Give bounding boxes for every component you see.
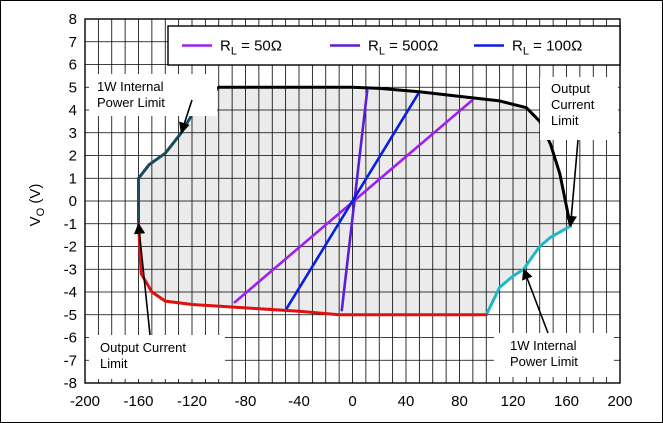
load-line-3	[284, 90, 421, 312]
y-tick-label: -5	[64, 307, 77, 324]
annotation-text-2: Output Current Limit	[551, 81, 595, 128]
annotation-line: 1W Internal	[97, 79, 164, 94]
y-tick-label: 3	[69, 125, 77, 142]
annotation-text-3: Output Current Limit	[100, 340, 186, 371]
annotation-arrow-1	[179, 99, 193, 134]
annotation-line: Power Limit	[97, 95, 165, 110]
legend: RL = 50Ω RL = 500Ω RL = 100Ω	[167, 25, 621, 66]
y-axis-label: VO (V)	[27, 184, 47, 227]
legend-label-value: = 50Ω	[237, 38, 282, 55]
x-tick-label: 40	[398, 393, 415, 410]
y-tick-label: 7	[69, 34, 77, 51]
legend-label-main: R	[368, 38, 379, 55]
annotation-line: Power Limit	[510, 354, 578, 369]
x-tick-label: 0	[348, 393, 356, 410]
y-axis-label-subscript: O	[35, 207, 47, 216]
legend-label-3: RL = 100Ω	[512, 38, 582, 58]
x-tick-label: -200	[70, 393, 100, 410]
annotation-arrow-4	[522, 268, 549, 334]
legend-label-main: R	[512, 38, 523, 55]
x-tick-label: -80	[235, 393, 257, 410]
legend-box	[167, 25, 621, 66]
y-tick-label: 1	[69, 170, 77, 187]
y-tick-label: 6	[69, 57, 77, 74]
y-tick-label: -7	[64, 352, 77, 369]
y-tick-label: 4	[69, 102, 77, 119]
x-tick-label: 160	[554, 393, 579, 410]
series-layer	[233, 89, 473, 312]
y-tick-label: 2	[69, 148, 77, 165]
x-tick-label: -40	[288, 393, 310, 410]
x-tick-label: -160	[123, 393, 153, 410]
y-tick-label: 0	[69, 193, 77, 210]
legend-label-1: RL = 50Ω	[220, 38, 282, 58]
annotation-line: Output Current	[100, 340, 186, 355]
annotation-text-4: 1W Internal Power Limit	[510, 338, 578, 369]
y-tick-label: -8	[64, 375, 77, 392]
legend-label-subscript: L	[523, 46, 529, 58]
annotation-box-4	[494, 333, 614, 377]
x-tick-label: 200	[607, 393, 632, 410]
legend-label-subscript: L	[231, 46, 237, 58]
x-tick-label: -120	[177, 393, 207, 410]
annotation-line: Output	[551, 81, 590, 96]
plot-border	[84, 18, 621, 384]
y-axis-label-main: V	[27, 216, 44, 226]
annotation-line: Limit	[551, 113, 579, 128]
y-tick-label: -4	[64, 284, 77, 301]
y-tick-label: -1	[64, 216, 77, 233]
annotation-line: Current	[551, 97, 595, 112]
y-tick-label: 8	[69, 11, 77, 28]
annotation-text-1: 1W Internal Power Limit	[97, 79, 165, 110]
boundary-segment-3	[484, 224, 572, 317]
y-tick-label: -2	[64, 239, 77, 256]
legend-label-subscript: L	[379, 46, 385, 58]
y-tick-label: 5	[69, 79, 77, 96]
y-tick-label: -6	[64, 330, 77, 347]
annotation-line: Limit	[100, 356, 128, 371]
load-line-2	[340, 89, 369, 312]
legend-label-2: RL = 500Ω	[368, 38, 438, 58]
annotation-box-2	[540, 77, 618, 140]
legend-label-main: R	[220, 38, 231, 55]
legend-label-value: = 100Ω	[529, 38, 582, 55]
annotation-line: 1W Internal	[510, 338, 577, 353]
annotation-arrow-3	[133, 222, 151, 336]
legend-label-value: = 500Ω	[385, 38, 438, 55]
annotation-box-3	[89, 335, 225, 379]
x-tick-label: 80	[451, 393, 468, 410]
y-axis-label-units: (V)	[27, 184, 44, 208]
boundary-segment-2	[217, 85, 572, 228]
x-tick-label: 120	[500, 393, 525, 410]
tick-labels-layer: -200 -160 -120 -80 -40 0 40 80 120 160 20087654321…	[64, 11, 633, 410]
y-tick-label: -3	[64, 261, 77, 278]
annotation-arrow-2	[565, 139, 579, 228]
annotation-box-1	[89, 74, 217, 116]
